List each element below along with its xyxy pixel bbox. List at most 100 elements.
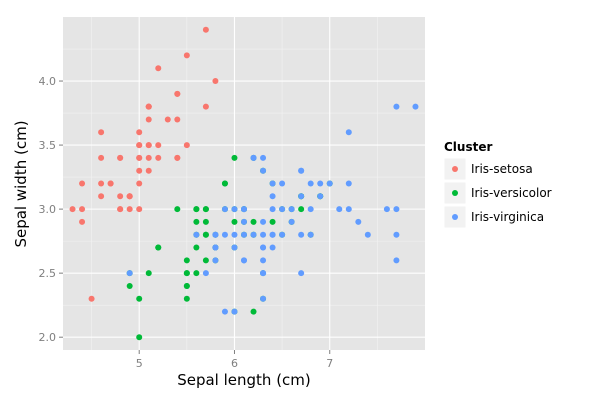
- data-point: [183, 282, 190, 289]
- data-point: [336, 206, 343, 213]
- data-point: [79, 180, 86, 187]
- data-point: [231, 206, 238, 213]
- data-point: [117, 193, 124, 200]
- data-point: [269, 180, 276, 187]
- data-point: [298, 270, 305, 277]
- legend-key-point: [452, 214, 458, 220]
- data-point: [269, 193, 276, 200]
- data-point: [231, 244, 238, 251]
- data-point: [355, 218, 362, 225]
- y-tick-label: 2.5: [39, 267, 57, 280]
- legend-label: Iris-versicolor: [471, 186, 552, 200]
- legend-key-point: [452, 190, 458, 196]
- data-point: [260, 295, 267, 302]
- data-point: [250, 218, 257, 225]
- data-point: [79, 206, 86, 213]
- data-point: [155, 154, 162, 161]
- data-point: [136, 180, 143, 187]
- data-point: [241, 231, 247, 238]
- data-point: [126, 206, 133, 213]
- y-tick-label: 3.5: [39, 139, 57, 152]
- data-point: [307, 180, 314, 187]
- data-point: [174, 90, 181, 97]
- data-point: [260, 218, 267, 225]
- data-point: [193, 231, 200, 238]
- data-point: [241, 257, 247, 264]
- data-point: [107, 180, 114, 187]
- data-point: [202, 218, 209, 225]
- legend: Cluster Iris-setosa Iris-versicolor Iris-v…: [443, 140, 552, 229]
- data-point: [383, 206, 390, 213]
- data-point: [212, 78, 219, 85]
- x-axis-title: Sepal length (cm): [177, 371, 311, 389]
- legend-item: Iris-setosa: [443, 157, 533, 181]
- legend-title: Cluster: [444, 140, 492, 154]
- data-point: [269, 244, 276, 251]
- data-point: [269, 231, 276, 238]
- data-point: [155, 65, 162, 72]
- data-point: [98, 193, 105, 200]
- data-point: [221, 231, 228, 238]
- data-point: [279, 231, 286, 238]
- data-points: [69, 26, 419, 341]
- data-point: [155, 142, 162, 149]
- data-point: [221, 180, 228, 187]
- legend-key-point: [452, 166, 458, 172]
- data-point: [307, 231, 314, 238]
- data-point: [260, 231, 267, 238]
- data-point: [260, 257, 267, 264]
- data-point: [69, 206, 76, 213]
- data-point: [231, 308, 238, 315]
- data-point: [241, 206, 247, 213]
- data-point: [136, 334, 143, 341]
- data-point: [260, 154, 267, 161]
- data-point: [145, 154, 152, 161]
- data-point: [260, 167, 267, 174]
- data-point: [145, 103, 152, 110]
- data-point: [136, 129, 143, 136]
- data-point: [126, 193, 133, 200]
- data-point: [155, 244, 162, 251]
- data-point: [288, 206, 295, 213]
- data-point: [345, 180, 352, 187]
- series-iris-virginica: [126, 103, 419, 315]
- legend-items: Iris-setosa Iris-versicolor Iris-virginica: [443, 157, 552, 229]
- data-point: [288, 218, 295, 225]
- data-point: [298, 231, 305, 238]
- data-point: [183, 257, 190, 264]
- data-point: [79, 218, 86, 225]
- data-point: [231, 154, 238, 161]
- data-point: [145, 167, 152, 174]
- x-tick-label: 7: [326, 357, 333, 370]
- data-point: [279, 206, 286, 213]
- data-point: [393, 103, 400, 110]
- data-point: [269, 218, 276, 225]
- data-point: [269, 206, 276, 213]
- data-point: [193, 270, 200, 277]
- data-point: [345, 129, 352, 136]
- data-point: [345, 206, 352, 213]
- data-point: [393, 206, 400, 213]
- data-point: [88, 295, 95, 302]
- data-point: [260, 270, 267, 277]
- data-point: [364, 231, 371, 238]
- data-point: [202, 257, 209, 264]
- data-point: [145, 116, 152, 123]
- series-iris-setosa: [69, 26, 219, 302]
- data-point: [202, 206, 209, 213]
- data-point: [136, 142, 143, 149]
- data-point: [393, 231, 400, 238]
- data-point: [193, 206, 200, 213]
- data-point: [298, 193, 305, 200]
- data-point: [193, 244, 200, 251]
- data-point: [136, 167, 143, 174]
- data-point: [183, 270, 190, 277]
- data-point: [117, 206, 124, 213]
- data-point: [241, 218, 247, 225]
- data-point: [174, 206, 181, 213]
- data-point: [174, 116, 181, 123]
- data-point: [136, 206, 143, 213]
- y-tick-label: 2.0: [39, 331, 57, 344]
- data-point: [393, 257, 400, 264]
